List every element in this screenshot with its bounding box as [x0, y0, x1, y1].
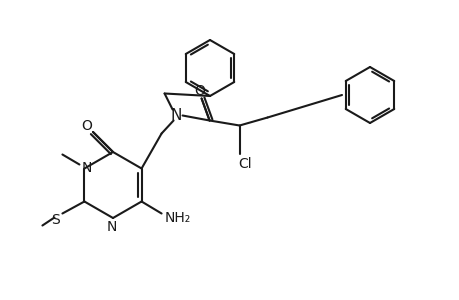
Text: O: O: [194, 83, 205, 98]
Text: Cl: Cl: [237, 157, 251, 170]
Text: O: O: [81, 119, 92, 133]
Text: S: S: [51, 214, 60, 227]
Text: NH₂: NH₂: [164, 212, 190, 226]
Text: N: N: [81, 160, 91, 175]
Text: N: N: [106, 220, 117, 234]
Text: N: N: [171, 108, 182, 123]
